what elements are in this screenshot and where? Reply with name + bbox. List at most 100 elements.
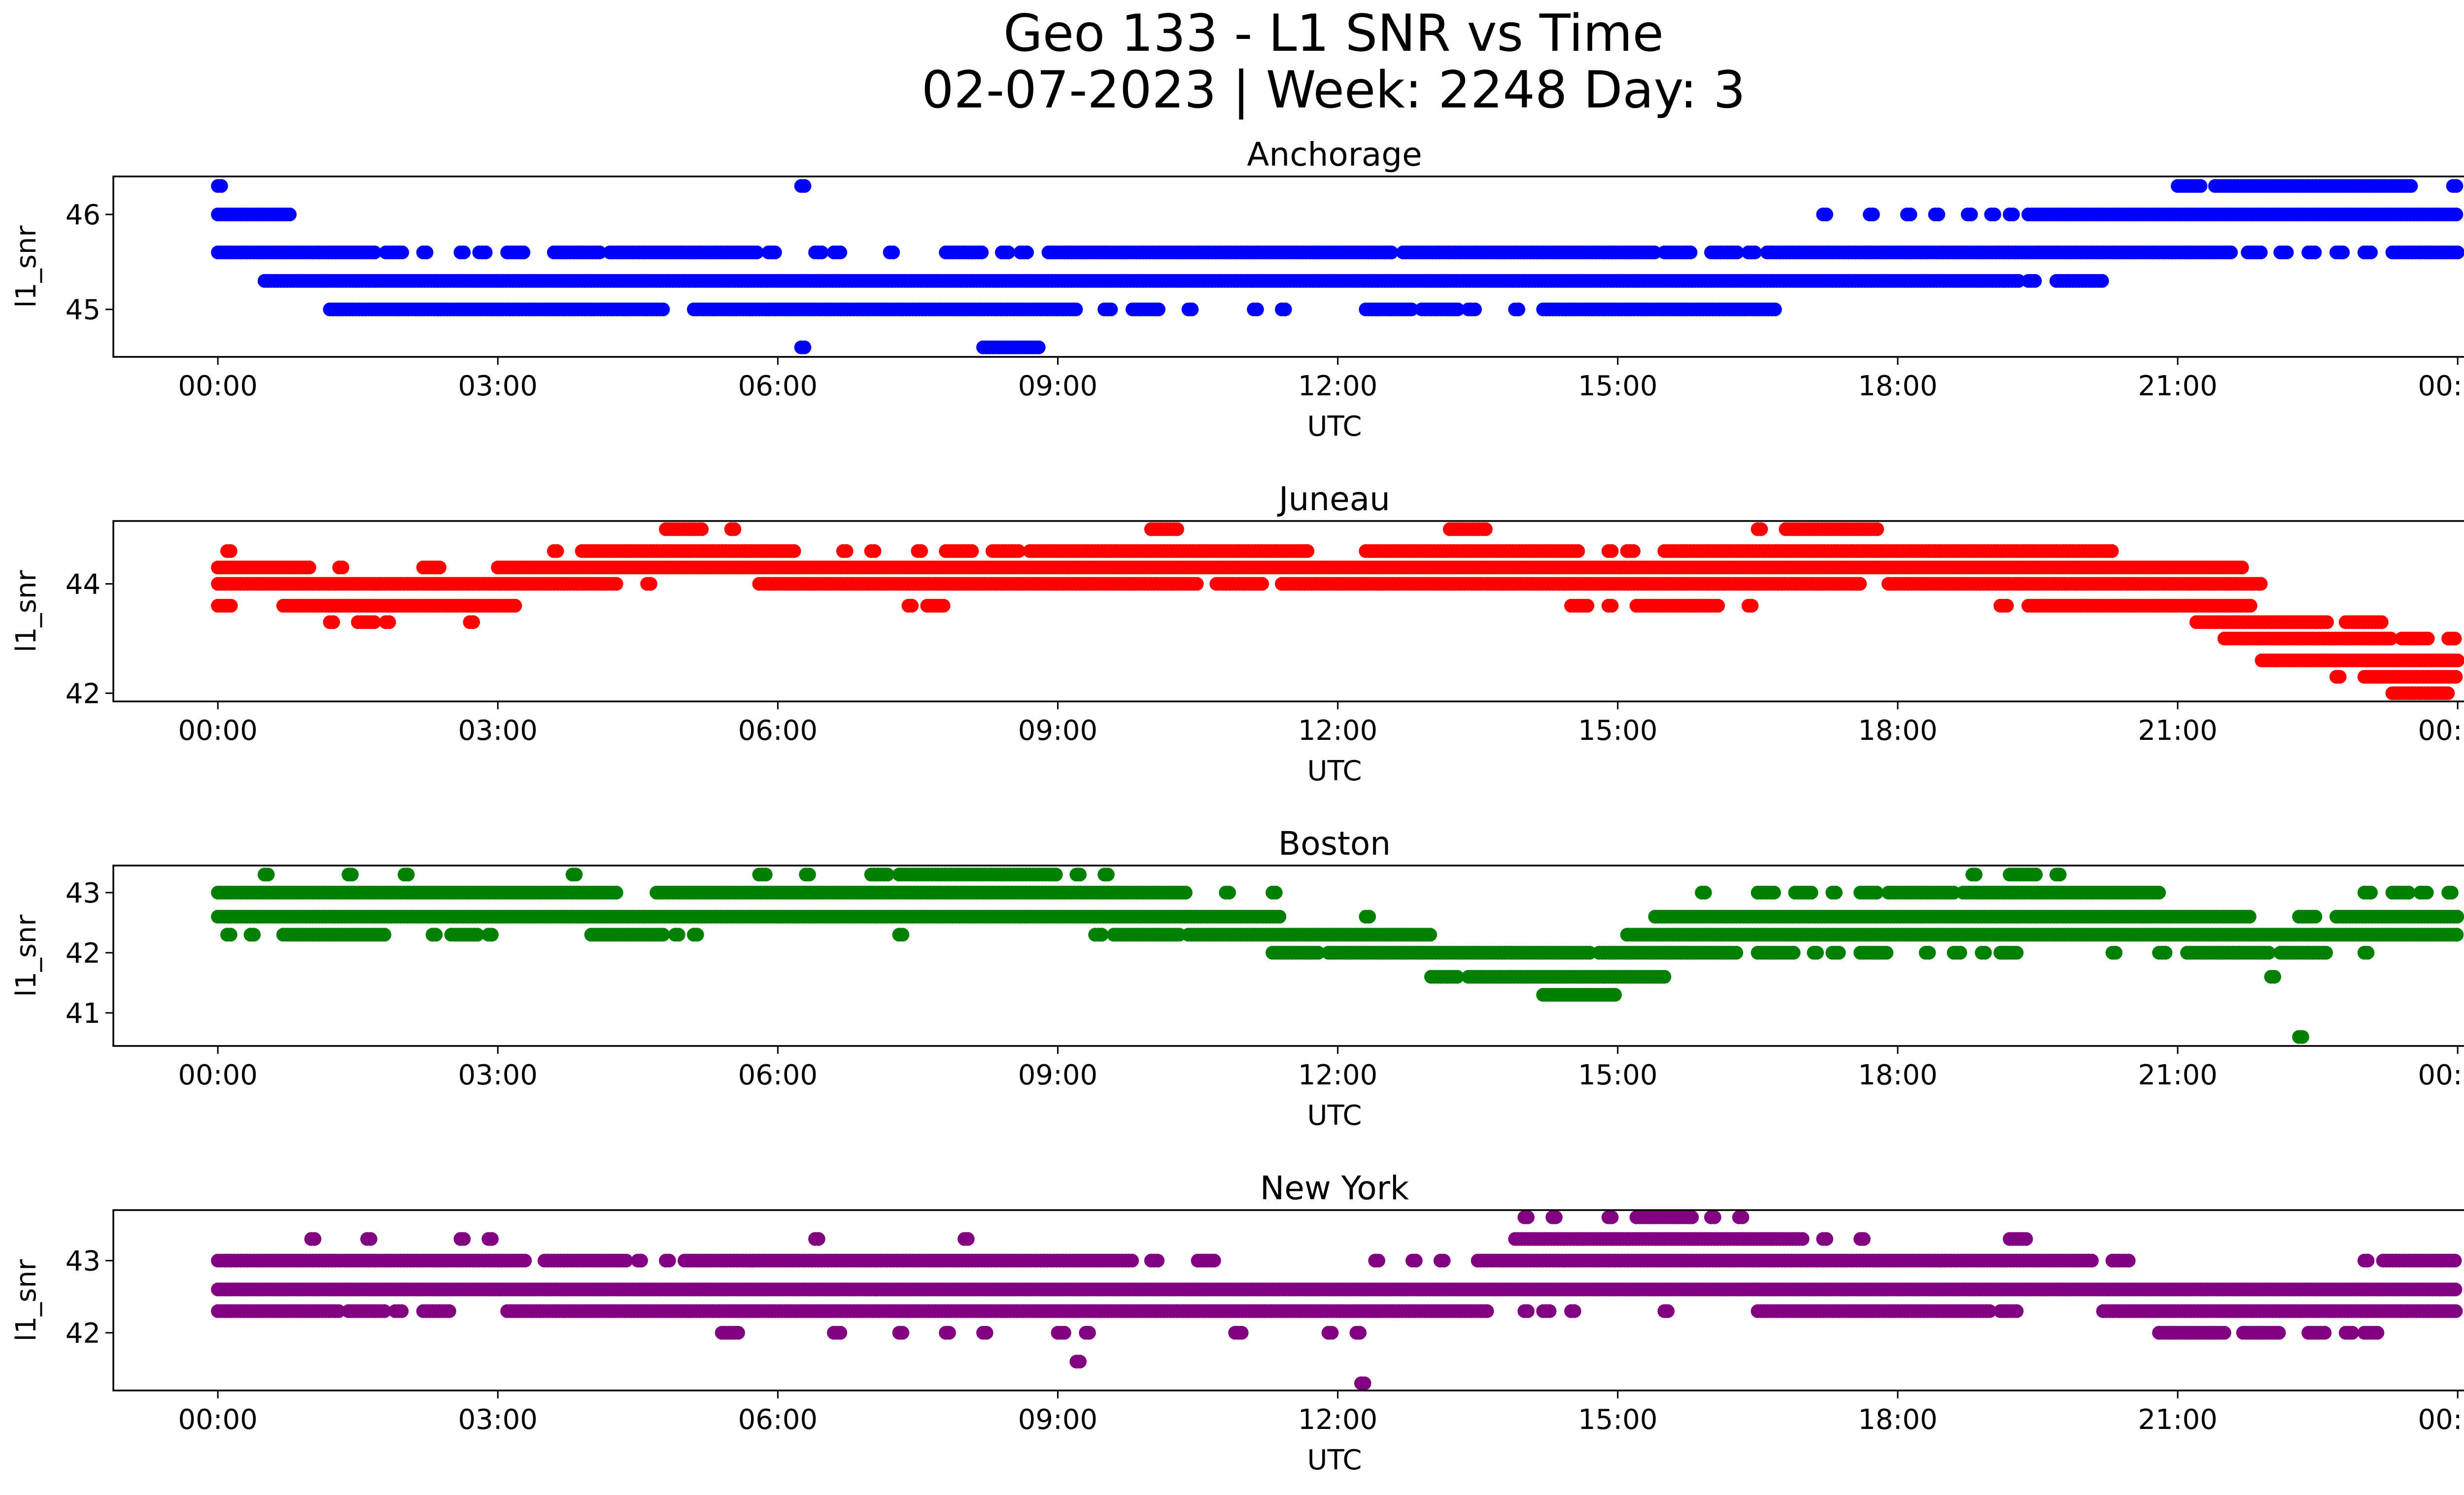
data-point <box>1095 928 1109 942</box>
data-point <box>367 615 381 629</box>
data-point <box>880 868 894 882</box>
data-point <box>1698 885 1712 900</box>
data-point <box>2320 615 2334 629</box>
data-point <box>895 928 910 942</box>
data-point <box>727 522 742 536</box>
data-point <box>2224 245 2238 260</box>
data-point <box>695 522 709 536</box>
data-point <box>797 179 812 193</box>
data-point <box>1362 909 1376 924</box>
data-point <box>802 868 816 882</box>
x-tick-label: 00:00 <box>178 370 257 402</box>
x-tick-label: 06:00 <box>738 715 818 747</box>
data-point <box>419 245 434 260</box>
data-point <box>1268 885 1283 900</box>
panel-title: Anchorage <box>1247 136 1422 174</box>
data-point <box>1969 868 1983 882</box>
data-point <box>2254 245 2268 260</box>
data-point <box>592 245 607 260</box>
x-axis-label: UTC <box>1307 755 1362 787</box>
data-point <box>1987 208 2001 222</box>
data-point <box>1580 598 1595 613</box>
data-point <box>2000 598 2014 613</box>
data-point <box>569 868 583 882</box>
x-tick-label: 18:00 <box>1858 715 1937 747</box>
data-point <box>2152 885 2166 900</box>
data-point <box>1478 522 1493 536</box>
data-point <box>1069 302 1083 316</box>
data-point <box>1272 909 1287 924</box>
data-point <box>609 577 623 591</box>
data-point <box>2364 245 2378 260</box>
data-point <box>2421 631 2435 646</box>
x-tick-label: 00:00 <box>2418 715 2464 747</box>
data-point <box>432 560 446 575</box>
data-point <box>1511 302 1526 316</box>
data-point <box>457 245 471 260</box>
x-tick-label: 06:00 <box>738 370 818 402</box>
data-point <box>2254 577 2268 591</box>
data-point <box>1170 522 1184 536</box>
data-point <box>2053 868 2067 882</box>
data-point <box>768 245 782 260</box>
data-point <box>656 928 670 942</box>
data-point <box>479 245 493 260</box>
data-point <box>1451 302 1465 316</box>
data-point <box>1190 577 1204 591</box>
data-point <box>1711 598 1725 613</box>
data-point <box>1001 245 1016 260</box>
y-axis-label: l1_snr <box>10 225 42 308</box>
data-point <box>2308 909 2323 924</box>
data-point <box>1647 245 1662 260</box>
y-tick-label: 45 <box>66 294 101 326</box>
data-point <box>914 544 928 558</box>
data-point <box>1020 245 1034 260</box>
data-point <box>2029 868 2043 882</box>
data-point <box>1754 522 1768 536</box>
x-tick-label: 00:00 <box>2418 370 2464 402</box>
data-point <box>2235 560 2249 575</box>
data-points <box>211 522 2464 700</box>
data-point <box>223 544 238 558</box>
data-point <box>1931 208 1946 222</box>
data-point <box>1250 302 1264 316</box>
x-tick-label: 12:00 <box>1298 370 1377 402</box>
x-axis-label: UTC <box>1307 411 1362 443</box>
data-point <box>302 560 316 575</box>
data-point <box>2308 245 2322 260</box>
data-point <box>2105 544 2119 558</box>
data-point <box>1605 544 1619 558</box>
data-point <box>224 598 238 613</box>
data-point <box>2336 245 2350 260</box>
data-point <box>1730 245 1745 260</box>
data-point <box>2364 885 2378 900</box>
data-point <box>671 928 685 942</box>
x-tick-label: 03:00 <box>458 370 538 402</box>
y-tick-label: 44 <box>66 569 101 601</box>
data-point <box>508 598 522 613</box>
data-point <box>787 544 801 558</box>
data-point <box>797 340 812 354</box>
data-point <box>247 928 261 942</box>
data-point <box>1404 302 1419 316</box>
x-tick-label: 00:00 <box>178 715 257 747</box>
data-point <box>429 928 443 942</box>
data-point <box>833 245 848 260</box>
data-point <box>484 928 499 942</box>
data-point <box>1819 208 1833 222</box>
data-point <box>1903 208 1917 222</box>
data-point <box>1152 302 1165 316</box>
data-point <box>223 928 238 942</box>
data-point <box>1605 598 1619 613</box>
data-point <box>936 598 951 613</box>
data-point <box>2449 670 2463 684</box>
data-point <box>1571 544 1585 558</box>
data-point <box>2441 686 2455 700</box>
data-point <box>656 302 670 316</box>
panel-title: Juneau <box>1277 480 1390 518</box>
data-point <box>2280 245 2294 260</box>
data-point <box>368 245 382 260</box>
